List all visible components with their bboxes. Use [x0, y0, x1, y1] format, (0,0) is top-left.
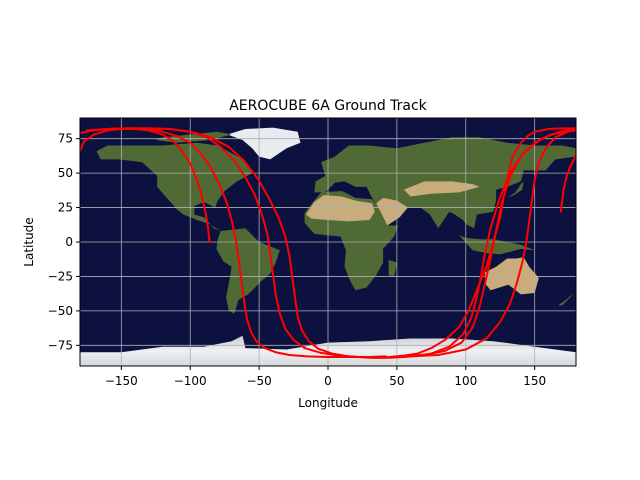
plot-area [80, 118, 576, 366]
y-tick-label: −25 [48, 269, 73, 283]
y-tick-label: 50 [58, 166, 73, 180]
y-tick-label: −50 [48, 304, 73, 318]
y-tick-label: 25 [58, 201, 73, 215]
grid [80, 118, 576, 366]
ground-track-line-4 [106, 127, 576, 359]
north-america-shape [96, 142, 253, 231]
x-axis-ticks: −150 −100 −50 0 50 100 150 [105, 366, 546, 388]
ground-track-line-1 [80, 128, 211, 243]
x-axis-label: Longitude [298, 396, 358, 410]
ground-track-line-6 [379, 129, 576, 359]
y-tick-label: −75 [48, 338, 73, 352]
x-tick-label: −50 [246, 374, 271, 388]
y-tick-label: 75 [58, 132, 73, 146]
greenland-shape [227, 127, 301, 160]
south-america-shape [216, 228, 280, 314]
y-axis-label: Latitude [22, 217, 36, 266]
x-tick-label: 0 [324, 374, 332, 388]
x-tick-label: −100 [174, 374, 207, 388]
x-tick-label: −150 [105, 374, 138, 388]
japan-shape [507, 181, 524, 198]
chart-title: AEROCUBE 6A Ground Track [229, 98, 427, 114]
ground-track-line-7 [409, 128, 576, 358]
y-tick-label: 0 [65, 235, 73, 249]
arctic-islands-shape [155, 131, 232, 143]
x-tick-label: 150 [523, 374, 546, 388]
indonesia-shape [458, 235, 535, 255]
x-tick-label: 100 [454, 374, 477, 388]
madagascar-shape [388, 259, 397, 277]
ground-track-line-5 [559, 154, 576, 213]
australia-shape [485, 257, 539, 295]
ground-track-series [80, 127, 576, 359]
y-axis-ticks: −75 −50 −25 0 25 50 75 [48, 132, 80, 352]
sahara-desert-shape [305, 195, 375, 222]
x-tick-label: 50 [389, 374, 404, 388]
arabia-desert-shape [376, 197, 408, 226]
central-asia-desert-shape [403, 181, 480, 197]
